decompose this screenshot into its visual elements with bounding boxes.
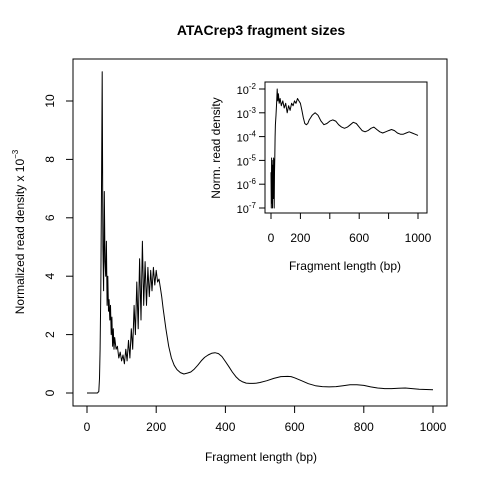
main-y-axis-label: Normalized read density x 10−3 (11, 149, 27, 314)
inset-x-axis: 0 200 600 1000 (268, 212, 432, 245)
main-x-axis: 0 200 400 600 800 1000 (84, 405, 447, 434)
inset-y-axis: 10-710-610-510-410-310-2 (237, 82, 266, 216)
main-series-line (87, 71, 434, 394)
inset-x-tick-label: 0 (268, 231, 275, 245)
main-x-tick-label: 0 (84, 420, 91, 434)
inset-y-tick-base: 10 (237, 133, 249, 145)
inset-x-tick-label: 1000 (405, 231, 432, 245)
main-x-tick-label: 600 (285, 420, 305, 434)
inset-y-tick-exponent: -2 (249, 82, 257, 91)
inset-y-tick-label: 10-3 (237, 106, 257, 121)
inset-y-tick-base: 10 (237, 180, 249, 192)
main-y-axis: 0 2 4 6 8 10 (43, 94, 74, 396)
inset-y-tick-exponent: -3 (249, 106, 257, 115)
inset-x-tick-label: 600 (349, 231, 369, 245)
inset-y-tick-exponent: -6 (249, 177, 257, 186)
main-x-axis-label: Fragment length (bp) (205, 450, 317, 464)
inset-y-tick-base: 10 (237, 85, 249, 97)
main-y-tick-label: 0 (43, 389, 57, 396)
inset-y-axis-label: Norm. read density (209, 97, 223, 198)
main-y-tick-label: 10 (43, 94, 57, 108)
main-x-tick-label: 400 (215, 420, 235, 434)
inset-y-tick-base: 10 (237, 156, 249, 168)
inset-y-tick-exponent: -4 (249, 130, 257, 139)
main-chart: ATACrep3 fragment sizes 0 200 400 600 800 100… (11, 22, 448, 464)
main-y-tick-label: 2 (43, 331, 57, 338)
inset-y-tick-exponent: -7 (249, 201, 257, 210)
inset-y-tick-label: 10-5 (237, 153, 257, 168)
main-y-tick-label: 6 (43, 214, 57, 221)
main-y-axis-label-text: Normalized read density x 10 (13, 159, 27, 315)
inset-y-tick-exponent: -5 (249, 153, 257, 162)
chart-title: ATACrep3 fragment sizes (177, 22, 346, 38)
inset-y-tick-base: 10 (237, 204, 249, 216)
inset-x-axis-label: Fragment length (bp) (289, 259, 401, 273)
main-x-tick-label: 800 (354, 420, 374, 434)
inset-y-tick-label: 10-7 (237, 201, 257, 216)
inset-x-tick-label: 200 (290, 231, 310, 245)
inset-background (262, 82, 428, 214)
inset-series-line (270, 88, 419, 209)
inset-chart: 0 200 600 1000 10-710-610-510-410-310-2 Fra… (209, 81, 432, 273)
main-x-tick-label: 1000 (420, 420, 447, 434)
inset-y-tick-base: 10 (237, 109, 249, 121)
main-y-axis-label-exponent: −3 (11, 149, 20, 159)
inset-y-tick-label: 10-4 (237, 130, 257, 145)
main-y-tick-label: 8 (43, 156, 57, 163)
inset-y-tick-label: 10-6 (237, 177, 257, 192)
inset-y-tick-label: 10-2 (237, 82, 257, 97)
main-x-tick-label: 200 (146, 420, 166, 434)
main-y-tick-label: 4 (43, 273, 57, 280)
